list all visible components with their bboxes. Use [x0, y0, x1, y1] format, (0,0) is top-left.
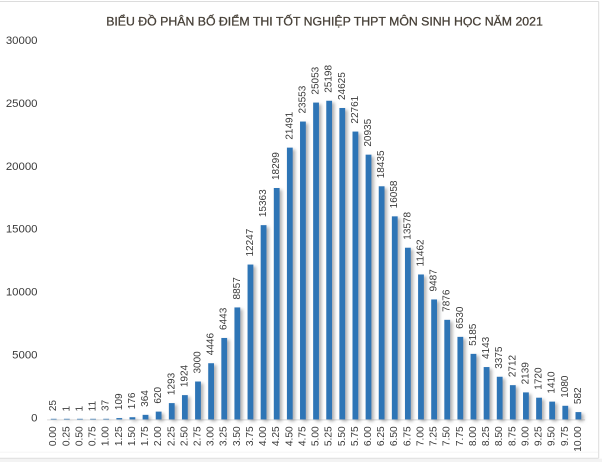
svg-text:15000: 15000	[6, 224, 38, 236]
svg-text:582: 582	[573, 387, 584, 404]
svg-text:23553: 23553	[297, 85, 308, 113]
svg-text:3.50: 3.50	[232, 426, 243, 446]
svg-text:4143: 4143	[481, 336, 492, 359]
svg-text:30000: 30000	[6, 35, 38, 47]
svg-text:5000: 5000	[12, 350, 37, 362]
svg-text:11: 11	[88, 400, 99, 411]
svg-text:1.50: 1.50	[127, 426, 138, 446]
svg-text:5.50: 5.50	[337, 426, 348, 446]
svg-text:25: 25	[48, 400, 59, 412]
svg-text:6.25: 6.25	[376, 426, 387, 446]
svg-text:9.00: 9.00	[520, 426, 531, 446]
svg-text:1924: 1924	[179, 364, 190, 387]
svg-text:7876: 7876	[442, 289, 453, 312]
svg-text:1293: 1293	[166, 372, 177, 395]
svg-text:12247: 12247	[245, 228, 256, 256]
svg-text:9.50: 9.50	[547, 426, 558, 446]
svg-text:7.50: 7.50	[442, 426, 453, 446]
svg-text:22761: 22761	[350, 95, 361, 123]
svg-text:0.75: 0.75	[88, 426, 99, 446]
svg-text:8.00: 8.00	[468, 426, 479, 446]
svg-text:2712: 2712	[507, 354, 518, 377]
svg-text:2.25: 2.25	[166, 426, 177, 446]
svg-text:2.75: 2.75	[192, 426, 203, 446]
svg-text:1.00: 1.00	[101, 426, 112, 446]
svg-text:1410: 1410	[547, 371, 558, 394]
svg-text:BIỂU ĐỒ PHÂN BỐ ĐIỂM THI TỐT N: BIỂU ĐỒ PHÂN BỐ ĐIỂM THI TỐT NGHIỆP THPT…	[106, 14, 543, 29]
svg-text:6.50: 6.50	[389, 426, 400, 446]
svg-text:0.25: 0.25	[61, 426, 72, 446]
svg-text:8.50: 8.50	[494, 426, 505, 446]
svg-text:3.00: 3.00	[206, 426, 217, 446]
svg-text:8.25: 8.25	[481, 426, 492, 446]
svg-text:3000: 3000	[192, 351, 203, 374]
svg-text:15363: 15363	[258, 189, 269, 217]
svg-text:7.25: 7.25	[429, 426, 440, 446]
svg-text:1720: 1720	[534, 367, 545, 390]
svg-text:4.75: 4.75	[297, 426, 308, 446]
svg-text:8857: 8857	[232, 277, 243, 300]
svg-text:1.75: 1.75	[140, 426, 151, 446]
svg-text:18299: 18299	[271, 152, 282, 180]
svg-text:8.75: 8.75	[507, 426, 518, 446]
svg-text:3375: 3375	[494, 346, 505, 369]
svg-text:2.00: 2.00	[153, 426, 164, 446]
svg-text:5.75: 5.75	[350, 426, 361, 446]
svg-text:5.25: 5.25	[324, 426, 335, 446]
svg-text:20000: 20000	[6, 161, 38, 173]
svg-text:21491: 21491	[284, 111, 295, 139]
svg-text:0.50: 0.50	[74, 426, 85, 446]
svg-text:2139: 2139	[520, 362, 531, 385]
svg-text:4.25: 4.25	[271, 426, 282, 446]
svg-text:1: 1	[61, 405, 72, 411]
svg-text:7.75: 7.75	[455, 426, 466, 446]
svg-text:6530: 6530	[455, 306, 466, 329]
svg-text:6.75: 6.75	[402, 426, 413, 446]
svg-text:5.00: 5.00	[311, 426, 322, 446]
svg-text:6443: 6443	[219, 307, 230, 330]
svg-text:0.00: 0.00	[48, 426, 59, 446]
svg-text:25053: 25053	[311, 66, 322, 94]
svg-text:7.00: 7.00	[415, 426, 426, 446]
svg-text:37: 37	[101, 399, 112, 411]
svg-text:4.00: 4.00	[258, 426, 269, 446]
svg-text:620: 620	[153, 386, 164, 403]
svg-text:9.75: 9.75	[560, 426, 571, 446]
svg-text:11462: 11462	[415, 239, 426, 267]
svg-text:1.25: 1.25	[114, 426, 125, 446]
svg-text:2.50: 2.50	[179, 426, 190, 446]
svg-text:4.50: 4.50	[284, 426, 295, 446]
svg-text:3.25: 3.25	[219, 426, 230, 446]
svg-text:3.75: 3.75	[245, 426, 256, 446]
svg-text:16058: 16058	[389, 180, 400, 208]
svg-text:109: 109	[114, 393, 125, 410]
svg-text:18435: 18435	[376, 150, 387, 178]
svg-text:24625: 24625	[337, 72, 348, 100]
svg-text:9487: 9487	[429, 269, 440, 292]
svg-text:6.00: 6.00	[363, 426, 374, 446]
svg-text:4446: 4446	[206, 333, 217, 356]
svg-text:9.25: 9.25	[534, 426, 545, 446]
svg-text:20935: 20935	[363, 118, 374, 146]
svg-text:1080: 1080	[560, 375, 571, 398]
svg-text:1: 1	[74, 405, 85, 411]
svg-text:364: 364	[140, 390, 151, 407]
svg-text:5185: 5185	[468, 323, 479, 346]
svg-text:10.00: 10.00	[573, 426, 584, 452]
svg-text:13578: 13578	[402, 211, 413, 239]
svg-text:10000: 10000	[6, 287, 38, 299]
svg-text:176: 176	[127, 392, 138, 409]
svg-text:25000: 25000	[6, 98, 38, 110]
svg-text:25198: 25198	[324, 65, 335, 93]
svg-text:0: 0	[31, 412, 37, 424]
